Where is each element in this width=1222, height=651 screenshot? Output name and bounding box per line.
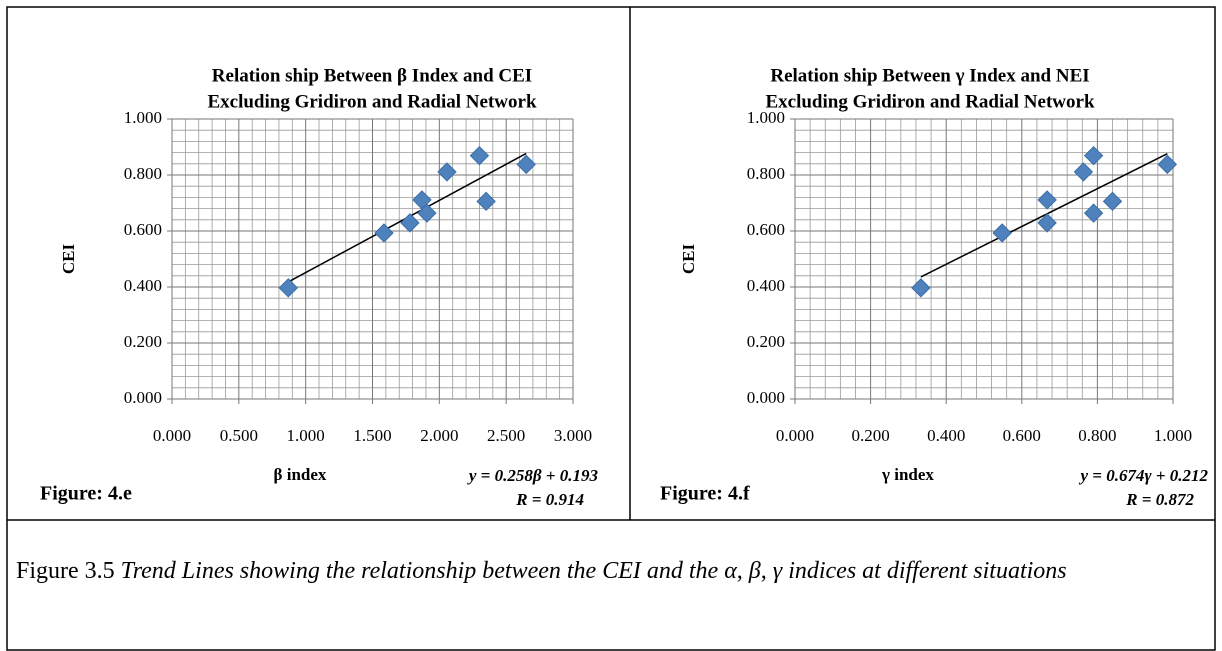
point — [992, 223, 1012, 243]
x-tick-label: 3.000 — [554, 426, 592, 445]
y-tick-label: 0.200 — [124, 332, 162, 351]
point — [469, 145, 490, 166]
caption-text: Trend Lines showing the relationship bet… — [120, 558, 1067, 584]
y-tick-label: 0.000 — [124, 388, 162, 407]
x-tick-label: 2.000 — [420, 426, 458, 445]
point — [476, 191, 496, 212]
point — [1037, 213, 1057, 233]
x-tick-label: 2.500 — [487, 426, 525, 445]
point — [278, 278, 298, 298]
point — [1102, 191, 1123, 212]
y-tick-label: 1.000 — [124, 108, 162, 127]
x-tick-label: 1.000 — [1154, 426, 1192, 445]
chart-title: Relation ship Between β Index and CEI — [212, 65, 532, 86]
y-tick-label: 0.800 — [747, 164, 785, 183]
y-axis-label: CEI — [679, 244, 698, 275]
point — [516, 154, 536, 175]
x-tick-label: 1.500 — [353, 426, 391, 445]
x-axis-label: γ index — [881, 465, 934, 484]
point — [1083, 145, 1104, 166]
x-tick-label: 0.800 — [1078, 426, 1116, 445]
point — [437, 162, 457, 182]
y-tick-label: 0.200 — [747, 332, 785, 351]
y-tick-label: 0.600 — [747, 220, 785, 239]
x-tick-label: 0.400 — [927, 426, 965, 445]
point — [400, 213, 420, 233]
y-tick-label: 1.000 — [747, 108, 785, 127]
caption-label: Figure 3.5 — [16, 558, 115, 584]
point — [374, 223, 394, 243]
equation: y = 0.674γ + 0.212 — [1079, 466, 1209, 485]
y-tick-label: 0.600 — [124, 220, 162, 239]
x-tick-label: 0.000 — [153, 426, 191, 445]
caption: Figure 3.5 Trend Lines showing the relat… — [16, 545, 1212, 597]
y-tick-label: 0.400 — [747, 276, 785, 295]
point — [417, 203, 437, 223]
equation: R = 0.914 — [515, 490, 584, 509]
x-tick-label: 1.000 — [287, 426, 325, 445]
frame — [6, 6, 1216, 651]
point — [1157, 154, 1178, 175]
y-tick-label: 0.800 — [124, 164, 162, 183]
trendline — [920, 153, 1168, 278]
x-tick-label: 0.000 — [776, 426, 814, 445]
x-tick-label: 0.200 — [851, 426, 889, 445]
chart-title: Excluding Gridiron and Radial Network — [207, 91, 536, 112]
x-tick-label: 0.600 — [1003, 426, 1041, 445]
x-axis-label: β index — [274, 465, 327, 484]
chart-title: Excluding Gridiron and Radial Network — [765, 91, 1094, 112]
y-tick-label: 0.000 — [747, 388, 785, 407]
point — [911, 278, 931, 298]
x-tick-label: 0.500 — [220, 426, 258, 445]
chart-title: Relation ship Between γ Index and NEI — [770, 65, 1089, 86]
y-axis-label: CEI — [59, 244, 78, 275]
figure-label: Figure: 4.f — [660, 483, 750, 505]
figure-label: Figure: 4.e — [40, 483, 132, 505]
equation: R = 0.872 — [1125, 490, 1194, 509]
point — [1073, 162, 1094, 182]
y-tick-label: 0.400 — [124, 276, 162, 295]
point — [1037, 190, 1057, 210]
equation: y = 0.258β + 0.193 — [467, 466, 599, 485]
point — [1083, 203, 1104, 223]
